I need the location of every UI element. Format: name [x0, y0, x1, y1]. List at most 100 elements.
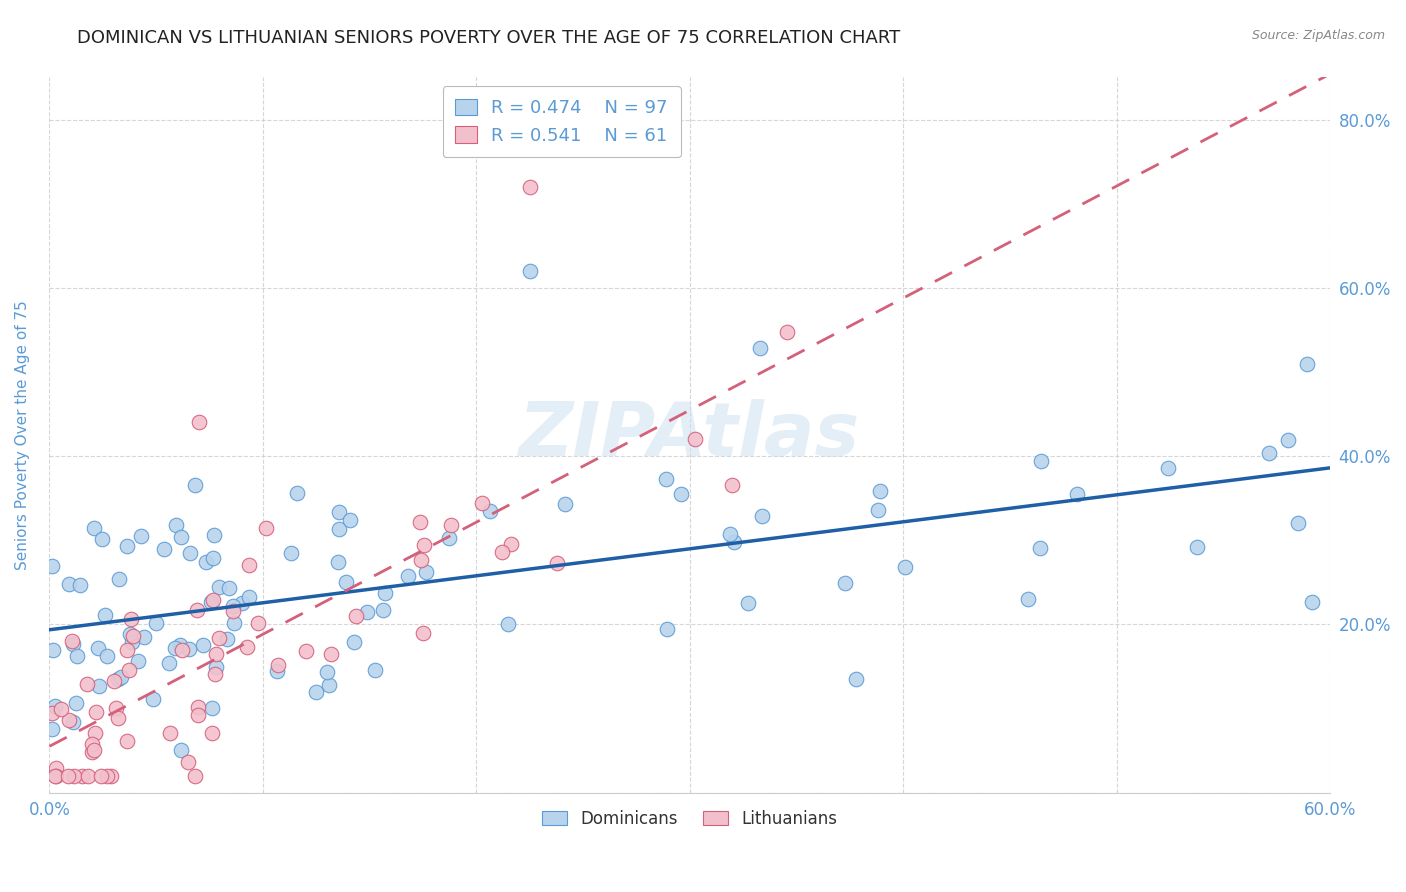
- Point: [868, 503, 890, 517]
- Point: [96, 769, 118, 783]
- Point: [66, 649, 89, 664]
- Point: [343, 635, 366, 649]
- Point: [1277, 433, 1299, 447]
- Point: [77, 769, 100, 783]
- Point: [1187, 541, 1209, 555]
- Point: [285, 486, 308, 500]
- Point: [91, 532, 114, 546]
- Point: [76, 677, 98, 691]
- Point: [412, 626, 434, 640]
- Point: [41, 706, 63, 720]
- Point: [315, 665, 337, 680]
- Point: [169, 743, 191, 757]
- Point: [356, 606, 378, 620]
- Point: [834, 575, 856, 590]
- Point: [218, 581, 240, 595]
- Point: [108, 572, 131, 586]
- Point: [110, 670, 132, 684]
- Point: [671, 486, 693, 500]
- Point: [217, 632, 239, 646]
- Point: [339, 513, 361, 527]
- Point: [200, 595, 222, 609]
- Point: [83, 743, 105, 757]
- Point: [205, 647, 228, 661]
- Point: [318, 678, 340, 692]
- Point: [103, 673, 125, 688]
- Point: [179, 546, 201, 560]
- Point: [305, 685, 328, 699]
- Point: [165, 518, 187, 533]
- Point: [471, 496, 494, 510]
- Point: [519, 264, 541, 278]
- Point: [115, 540, 138, 554]
- Point: [132, 631, 155, 645]
- Point: [201, 701, 224, 715]
- Point: [266, 664, 288, 678]
- Legend: Dominicans, Lithuanians: Dominicans, Lithuanians: [536, 803, 844, 834]
- Point: [63, 769, 86, 783]
- Point: [44, 698, 66, 713]
- Point: [440, 517, 463, 532]
- Point: [177, 642, 200, 657]
- Point: [893, 559, 915, 574]
- Point: [1258, 446, 1281, 460]
- Point: [107, 672, 129, 686]
- Point: [187, 707, 209, 722]
- Point: [246, 615, 269, 630]
- Point: [105, 701, 128, 715]
- Point: [224, 615, 246, 630]
- Point: [295, 644, 318, 658]
- Point: [118, 664, 141, 678]
- Point: [749, 342, 772, 356]
- Point: [720, 526, 742, 541]
- Point: [321, 647, 343, 661]
- Point: [56, 769, 79, 783]
- Point: [120, 612, 142, 626]
- Point: [62, 714, 84, 729]
- Point: [153, 542, 176, 557]
- Point: [96, 648, 118, 663]
- Point: [127, 654, 149, 668]
- Point: [751, 508, 773, 523]
- Point: [1301, 595, 1323, 609]
- Point: [41, 722, 63, 736]
- Point: [501, 537, 523, 551]
- Point: [87, 679, 110, 693]
- Point: [193, 638, 215, 652]
- Point: [439, 531, 461, 545]
- Point: [254, 521, 277, 535]
- Text: Source: ZipAtlas.com: Source: ZipAtlas.com: [1251, 29, 1385, 43]
- Point: [208, 580, 231, 594]
- Point: [409, 553, 432, 567]
- Point: [396, 569, 419, 583]
- Point: [236, 640, 259, 654]
- Point: [184, 478, 207, 492]
- Point: [115, 643, 138, 657]
- Point: [159, 726, 181, 740]
- Point: [723, 535, 745, 549]
- Point: [82, 745, 104, 759]
- Point: [720, 478, 742, 492]
- Point: [373, 603, 395, 617]
- Point: [335, 575, 357, 590]
- Point: [118, 627, 141, 641]
- Y-axis label: Seniors Poverty Over the Age of 75: Seniors Poverty Over the Age of 75: [15, 301, 30, 570]
- Point: [201, 550, 224, 565]
- Point: [44, 769, 66, 783]
- Point: [1157, 461, 1180, 475]
- Point: [1017, 591, 1039, 606]
- Point: [869, 484, 891, 499]
- Point: [344, 608, 367, 623]
- Point: [170, 643, 193, 657]
- Point: [45, 769, 67, 783]
- Point: [207, 631, 229, 645]
- Point: [776, 325, 799, 339]
- Point: [45, 761, 67, 775]
- Point: [186, 603, 208, 617]
- Point: [70, 769, 93, 783]
- Point: [1066, 487, 1088, 501]
- Point: [374, 586, 396, 600]
- Point: [328, 522, 350, 536]
- Point: [1028, 541, 1050, 555]
- Point: [145, 615, 167, 630]
